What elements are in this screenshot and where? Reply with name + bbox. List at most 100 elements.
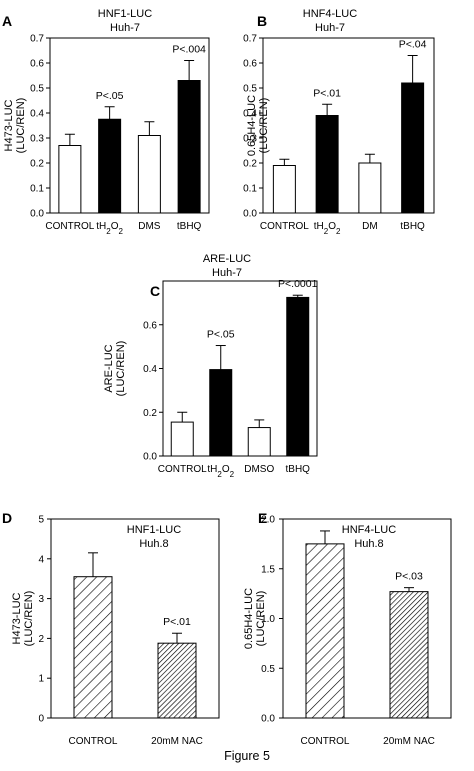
chart-title: HNF4-LUC bbox=[342, 524, 396, 536]
y-tick-label: 0.2 bbox=[243, 159, 257, 170]
y-tick-label: 0.5 bbox=[30, 84, 44, 95]
panel-letter: D bbox=[2, 510, 12, 526]
y-tick-label: 0.1 bbox=[243, 184, 257, 195]
significance-label: P<.0001 bbox=[278, 278, 318, 290]
y-axis-label: 0.65H4-LUC bbox=[246, 95, 258, 156]
x-category-label: tH2O2 bbox=[96, 221, 123, 236]
x-category-label: DMSO bbox=[244, 464, 274, 475]
significance-label: P<.05 bbox=[207, 329, 235, 341]
y-tick-label: 0.2 bbox=[30, 159, 44, 170]
y-tick-label: 0.5 bbox=[261, 664, 275, 675]
y-axis-label-unit: (LUC/REN) bbox=[23, 591, 35, 647]
y-tick-label: 0.2 bbox=[143, 408, 157, 419]
bar-2 bbox=[389, 591, 429, 719]
y-axis-label: 0.65H4-LUC bbox=[243, 588, 255, 649]
significance-label: P<.004 bbox=[172, 44, 206, 56]
chart-subtitle: Huh-7 bbox=[110, 22, 140, 34]
y-tick-label: 0.4 bbox=[143, 364, 157, 375]
y-tick-label: 0.6 bbox=[243, 59, 257, 70]
panel-letter: B bbox=[257, 13, 267, 29]
significance-label: P<.01 bbox=[313, 87, 341, 99]
chart-subtitle: Huh-7 bbox=[212, 267, 242, 279]
y-tick-label: 0.5 bbox=[243, 84, 257, 95]
x-category-label: CONTROL bbox=[69, 736, 118, 747]
y-tick-label: 0.3 bbox=[30, 134, 44, 145]
bar-1 bbox=[73, 576, 113, 719]
y-tick-label: 0.4 bbox=[30, 109, 44, 120]
bar-1 bbox=[170, 421, 194, 457]
y-axis-label-unit: (LUC/REN) bbox=[258, 98, 270, 154]
y-axis-label-unit: (LUC/REN) bbox=[15, 98, 27, 154]
bar-1 bbox=[272, 165, 296, 214]
bar-2 bbox=[157, 642, 197, 719]
y-tick-label: 0.0 bbox=[30, 209, 44, 220]
chart-title: HNF1-LUC bbox=[127, 524, 181, 536]
chart-panel-b: B HNF4-LUC Huh-7 0.0 0.1 0.2 0.3 0.4 0.5 0.6 0.7 0.… bbox=[243, 8, 435, 236]
y-tick-label: 4 bbox=[38, 554, 44, 565]
y-axis-label: ARE-LUC bbox=[103, 344, 115, 392]
y-tick-label: 3 bbox=[38, 594, 44, 605]
y-tick-label: 1.0 bbox=[261, 614, 275, 625]
y-tick-label: 0.6 bbox=[143, 320, 157, 331]
panel-letter: C bbox=[150, 283, 160, 299]
x-category-label: 20mM NAC bbox=[383, 736, 435, 747]
y-axis-label-unit: (LUC/REN) bbox=[115, 341, 127, 397]
chart-title: ARE-LUC bbox=[203, 253, 251, 265]
plot-frame bbox=[49, 37, 210, 214]
y-tick-label: 0.0 bbox=[261, 714, 275, 725]
bar-4 bbox=[177, 80, 201, 214]
bar-3 bbox=[358, 162, 382, 214]
y-tick-label: 0.6 bbox=[30, 59, 44, 70]
y-axis-label: H473-LUC bbox=[3, 99, 15, 151]
bar-2 bbox=[209, 369, 233, 457]
bar-4 bbox=[401, 82, 425, 214]
chart-panel-d: D HNF1-LUC Huh.8 0 1 2 3 4 5 H473-LUC (LUC/REN) CON… bbox=[2, 510, 220, 747]
bar-3 bbox=[137, 135, 161, 214]
y-tick-label: 0.0 bbox=[243, 209, 257, 220]
y-tick-label: 0.7 bbox=[30, 34, 44, 45]
y-tick-label: 0.3 bbox=[243, 134, 257, 145]
x-category-label: CONTROL bbox=[260, 221, 309, 232]
bar-3 bbox=[247, 427, 271, 457]
bar-1 bbox=[58, 145, 82, 214]
significance-label: P<.05 bbox=[96, 90, 124, 102]
chart-subtitle: Huh.8 bbox=[354, 538, 383, 550]
bar-4 bbox=[286, 296, 310, 457]
bar-2 bbox=[98, 118, 122, 214]
y-axis-label: H473-LUC bbox=[11, 592, 23, 644]
x-category-label: tBHQ bbox=[286, 464, 311, 475]
plot-frame bbox=[50, 518, 220, 719]
x-category-label: CONTROL bbox=[45, 221, 94, 232]
y-tick-label: 2 bbox=[38, 634, 44, 645]
y-tick-label: 0.7 bbox=[243, 34, 257, 45]
chart-panel-e: E HNF4-LUC Huh.8 0.0 0.5 1.0 1.5 2.0 0.65H4-LUC(… bbox=[243, 510, 452, 747]
y-tick-label: 0.4 bbox=[243, 109, 257, 120]
x-category-label: tH2O2 bbox=[314, 221, 341, 236]
y-tick-label: 0.0 bbox=[143, 452, 157, 463]
bar-1 bbox=[305, 543, 345, 719]
y-tick-label: 1 bbox=[38, 674, 44, 685]
x-category-label: DMS bbox=[138, 221, 161, 232]
bar-2 bbox=[315, 115, 339, 214]
chart-subtitle: Huh-7 bbox=[315, 22, 345, 34]
significance-label: P<.01 bbox=[163, 616, 191, 628]
y-axis-label-unit: (LUC/REN) bbox=[255, 591, 267, 647]
panel-letter: A bbox=[2, 13, 12, 29]
y-tick-label: 0.1 bbox=[30, 184, 44, 195]
figure-caption: Figure 5 bbox=[224, 749, 270, 763]
x-category-label: CONTROL bbox=[158, 464, 207, 475]
panel-letter: E bbox=[258, 510, 267, 526]
chart-panel-a: A HNF1-LUC Huh-7 0.0 0.1 0.2 0.3 0.4 0.5 0.6 0.7 H4… bbox=[2, 8, 210, 236]
y-tick-label: 1.5 bbox=[261, 564, 275, 575]
x-category-label: tBHQ bbox=[177, 221, 202, 232]
chart-title: HNF1-LUC bbox=[98, 8, 152, 20]
x-category-label: CONTROL bbox=[301, 736, 350, 747]
x-category-label: 20mM NAC bbox=[151, 736, 203, 747]
x-category-label: DM bbox=[362, 221, 378, 232]
chart-subtitle: Huh.8 bbox=[139, 538, 168, 550]
chart-title: HNF4-LUC bbox=[303, 8, 357, 20]
significance-label: P<.03 bbox=[395, 571, 423, 583]
y-tick-label: 2.0 bbox=[261, 515, 275, 526]
